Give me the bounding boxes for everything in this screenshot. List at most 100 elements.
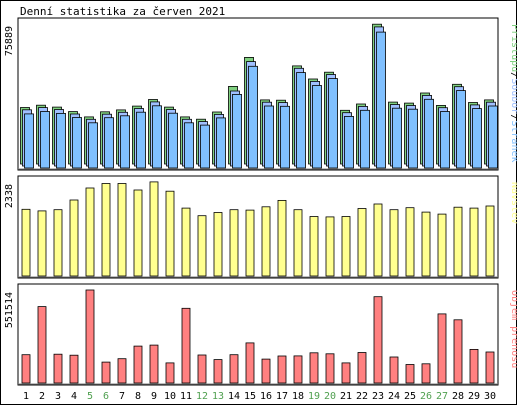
bar-Stránek-day-27 — [440, 111, 450, 169]
bar-Návštěv-day-18 — [293, 209, 303, 277]
bar-Stránek-day-21 — [344, 116, 354, 169]
bar-Objem přenosu-day-10 — [165, 362, 175, 384]
bar-Stránek-day-26 — [424, 98, 434, 169]
bar-Stránek-day-18 — [296, 72, 306, 169]
bar-Stránek-day-4 — [72, 117, 82, 169]
bar-Stránek-day-8 — [136, 111, 146, 169]
bar-Návštěv-day-27 — [437, 213, 447, 277]
x-tick-label-day-15: 15 — [244, 391, 256, 402]
panel-frame-visits — [17, 175, 499, 279]
ymax-label-visits: 2338 — [4, 184, 15, 208]
bar-Návštěv-day-7 — [117, 183, 127, 277]
x-tick-label-day-7: 7 — [119, 391, 125, 402]
panel-frame-traffic — [17, 283, 499, 386]
legend-separator: / — [509, 114, 517, 120]
bar-Stránek-day-10 — [168, 112, 178, 169]
bar-Objem přenosu-day-20 — [325, 353, 335, 384]
x-tick-label-day-23: 23 — [372, 391, 384, 402]
bar-Návštěv-day-4 — [69, 199, 79, 277]
x-tick-label-day-8: 8 — [135, 391, 141, 402]
bar-Objem přenosu-day-19 — [309, 352, 319, 384]
ymax-label-traffic: 551514 — [4, 292, 15, 328]
bar-Stránek-day-9 — [152, 105, 162, 169]
bar-Návštěv-day-12 — [197, 215, 207, 277]
bar-Objem přenosu-day-26 — [421, 363, 431, 384]
bar-Objem přenosu-day-7 — [117, 358, 127, 384]
bar-Stránek-day-5 — [88, 122, 98, 169]
bar-Objem přenosu-day-16 — [261, 358, 271, 384]
bar-Návštěv-day-9 — [149, 181, 159, 277]
bar-Objem přenosu-day-18 — [293, 355, 303, 384]
bar-Návštěv-day-3 — [53, 209, 63, 277]
chart-title: Denní statistika za červen 2021 — [20, 5, 225, 18]
panel-frame-hits — [17, 17, 499, 171]
x-tick-label-day-6: 6 — [103, 391, 109, 402]
x-tick-label-day-1: 1 — [23, 391, 29, 402]
bar-Stránek-day-25 — [408, 108, 418, 169]
bar-Stránek-day-20 — [328, 78, 338, 169]
x-tick-label-day-25: 25 — [404, 391, 416, 402]
x-tick-label-day-27: 27 — [436, 391, 448, 402]
bar-Stránek-day-13 — [216, 117, 226, 169]
bar-Objem přenosu-day-5 — [85, 289, 95, 384]
bar-Objem přenosu-day-17 — [277, 355, 287, 384]
legend-visits: Návštěv — [509, 182, 517, 224]
bar-Návštěv-day-2 — [37, 210, 47, 277]
bar-Objem přenosu-day-3 — [53, 353, 63, 384]
bar-Návštěv-day-21 — [341, 216, 351, 277]
bar-Návštěv-day-10 — [165, 190, 175, 277]
x-tick-label-day-22: 22 — [356, 391, 368, 402]
x-tick-label-day-13: 13 — [212, 391, 224, 402]
ymax-label-hits: 75889 — [4, 26, 15, 56]
bar-Návštěv-day-8 — [133, 189, 143, 277]
x-tick-label-day-5: 5 — [87, 391, 93, 402]
x-tick-label-day-3: 3 — [55, 391, 61, 402]
bar-Stránek-day-7 — [120, 115, 130, 169]
legend-hits: Přístupů/Soubor/Stránek — [509, 24, 517, 163]
legend-traffic: Objem přenosu — [509, 290, 517, 368]
bar-Návštěv-day-26 — [421, 211, 431, 277]
bar-Stránek-day-29 — [472, 108, 482, 169]
bar-Objem přenosu-day-6 — [101, 361, 111, 384]
bar-Návštěv-day-13 — [213, 212, 223, 277]
bar-Objem přenosu-day-29 — [469, 348, 479, 384]
bar-Stránek-day-14 — [232, 94, 242, 169]
x-tick-label-day-17: 17 — [276, 391, 288, 402]
bar-Návštěv-day-11 — [181, 207, 191, 277]
bar-Stránek-day-11 — [184, 122, 194, 169]
x-tick-label-day-18: 18 — [292, 391, 304, 402]
bar-Stránek-day-23 — [376, 31, 386, 169]
x-tick-label-day-26: 26 — [420, 391, 432, 402]
bar-Stránek-day-19 — [312, 85, 322, 169]
bar-Objem přenosu-day-28 — [453, 319, 463, 384]
x-tick-label-day-12: 12 — [196, 391, 208, 402]
bar-Stránek-day-6 — [104, 117, 114, 169]
bar-Stránek-day-16 — [264, 105, 274, 169]
bar-Návštěv-day-30 — [485, 205, 495, 277]
bar-Objem přenosu-day-14 — [229, 354, 239, 384]
bar-Objem přenosu-day-11 — [181, 307, 191, 384]
x-tick-label-day-2: 2 — [39, 391, 45, 402]
bar-Objem přenosu-day-23 — [373, 296, 383, 384]
bar-Návštěv-day-17 — [277, 199, 287, 277]
legend-item: Přístupů — [509, 24, 517, 72]
bar-Návštěv-day-16 — [261, 206, 271, 277]
legend-item: Návštěv — [509, 182, 517, 224]
bar-Objem přenosu-day-22 — [357, 352, 367, 384]
x-tick-label-day-20: 20 — [324, 391, 336, 402]
x-tick-label-day-16: 16 — [260, 391, 272, 402]
bar-Stránek-day-1 — [24, 113, 34, 169]
bar-Návštěv-day-29 — [469, 207, 479, 277]
bar-Stránek-day-2 — [40, 111, 50, 169]
bar-Objem přenosu-day-25 — [405, 364, 415, 384]
x-tick-label-day-14: 14 — [228, 391, 240, 402]
x-tick-label-day-28: 28 — [452, 391, 464, 402]
bar-Stránek-day-22 — [360, 109, 370, 169]
x-tick-label-day-9: 9 — [151, 391, 157, 402]
bar-Návštěv-day-22 — [357, 208, 367, 277]
bar-Návštěv-day-23 — [373, 203, 383, 277]
legend-item: Soubor — [509, 78, 517, 114]
bar-Objem přenosu-day-21 — [341, 362, 351, 384]
bar-Objem přenosu-day-9 — [149, 344, 159, 384]
